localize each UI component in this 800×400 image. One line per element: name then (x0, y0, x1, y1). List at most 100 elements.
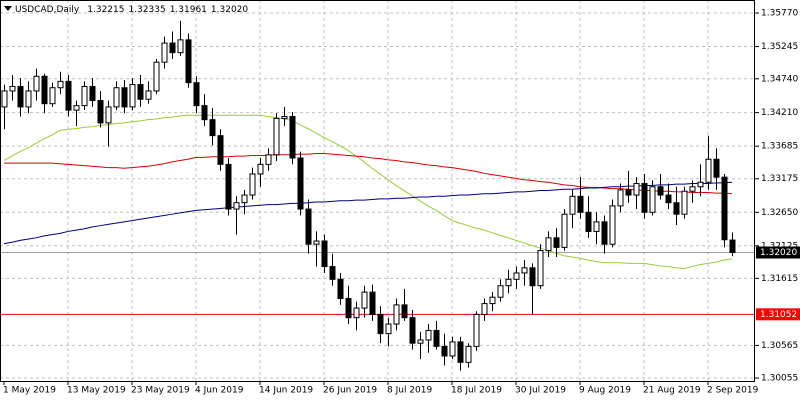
y-tick-label: 1.30055 (761, 373, 798, 383)
candle-body (481, 303, 488, 315)
candle-body (665, 194, 672, 204)
candle-body (241, 194, 248, 204)
candle-body (337, 278, 344, 299)
candle-body (681, 190, 688, 215)
quote-value: 1.32020 (211, 5, 248, 15)
candle-body (577, 195, 584, 213)
y-tick-label: 1.33175 (761, 174, 798, 184)
candle-body (393, 304, 400, 325)
candle-body (625, 189, 632, 196)
y-tick-label: 1.31615 (761, 274, 798, 284)
candle-body (121, 87, 128, 108)
candle-body (329, 266, 336, 280)
x-tick-label: 2 Sep 2019 (707, 386, 759, 396)
candle-body (609, 205, 616, 245)
candle-body (113, 87, 120, 108)
candle-body (225, 163, 232, 210)
candle-body (217, 135, 224, 165)
candle-body (417, 339, 424, 344)
candle-body (201, 105, 208, 121)
x-tick-label: 30 Jul 2019 (515, 386, 566, 396)
candle-body (185, 39, 192, 84)
candle-body (649, 186, 656, 213)
candle-body (673, 202, 680, 215)
symbol: USDCAD,Daily (15, 5, 80, 15)
candle-body (313, 240, 320, 245)
candle-body (137, 84, 144, 100)
candle-body (305, 208, 312, 245)
candle-body (537, 250, 544, 287)
candle-body (465, 345, 472, 363)
candle-body (105, 106, 112, 124)
candle-body (473, 313, 480, 347)
candle-body (49, 87, 56, 105)
candle-body (65, 80, 72, 111)
candle-body (73, 105, 80, 111)
candle-body (281, 115, 288, 119)
level-tag (756, 308, 800, 321)
y-tick-label: 1.34740 (761, 74, 798, 84)
candle-body (657, 186, 664, 196)
candle-body (505, 278, 512, 287)
moving-average (3, 114, 733, 269)
candle-body (385, 323, 392, 335)
candle-body (593, 221, 600, 232)
candle-body (209, 119, 216, 137)
plot (0, 20, 755, 371)
candle-body (553, 237, 560, 248)
candle-body (697, 181, 704, 188)
candle-body (401, 304, 408, 319)
candle-body (529, 267, 536, 287)
moving-average (4, 153, 733, 195)
plot-frame (0, 0, 755, 382)
candle-body (193, 82, 200, 107)
quote-value: 1.31961 (170, 5, 207, 15)
header-icon (4, 6, 12, 11)
candle-body (441, 345, 448, 357)
candle-body (497, 285, 504, 298)
candle-body (353, 307, 360, 319)
x-tick-label: 4 Jun 2019 (195, 386, 244, 396)
candle-body (161, 42, 168, 63)
candle-body (489, 296, 496, 305)
candle-body (297, 157, 304, 210)
candle-body (25, 90, 32, 108)
x-tick-label: 1 May 2019 (3, 386, 56, 396)
candle-body (377, 313, 384, 335)
candle-body (89, 85, 96, 102)
header: USDCAD,Daily 1.32215 1.32335 1.31961 1.32020 (15, 5, 248, 15)
candle-body (9, 85, 16, 92)
candle-body (169, 42, 176, 54)
price-tag (756, 246, 800, 259)
candle-body (641, 183, 648, 213)
candle-body (345, 297, 352, 319)
candle-body (265, 154, 272, 165)
candle-body (233, 202, 240, 210)
x-tick-label: 13 May 2019 (67, 386, 126, 396)
y-tick-label: 1.34210 (761, 108, 798, 118)
candle-body (17, 85, 24, 108)
candle-body (145, 90, 152, 100)
candle-body (41, 75, 48, 105)
x-tick-label: 18 Jul 2019 (451, 386, 502, 396)
quote-value: 1.32335 (128, 5, 165, 15)
candle-body (257, 163, 264, 175)
x-tick-label: 8 Jul 2019 (387, 386, 432, 396)
candle-body (721, 176, 728, 241)
candle-body (449, 341, 456, 357)
candle-body (705, 158, 712, 183)
y-tick-label: 1.32650 (761, 208, 798, 218)
candle-body (569, 195, 576, 215)
y-tick-label: 1.32125 (761, 241, 798, 251)
candle-body (729, 239, 736, 254)
y-tick-label: 1.30565 (761, 341, 798, 351)
x-tick-label: 26 Jun 2019 (323, 386, 377, 396)
candle-body (561, 213, 568, 248)
candle-body (369, 291, 376, 315)
candle-body (33, 75, 40, 92)
candle-body (129, 84, 136, 108)
candle-body (97, 100, 104, 124)
candle-body (361, 291, 368, 309)
